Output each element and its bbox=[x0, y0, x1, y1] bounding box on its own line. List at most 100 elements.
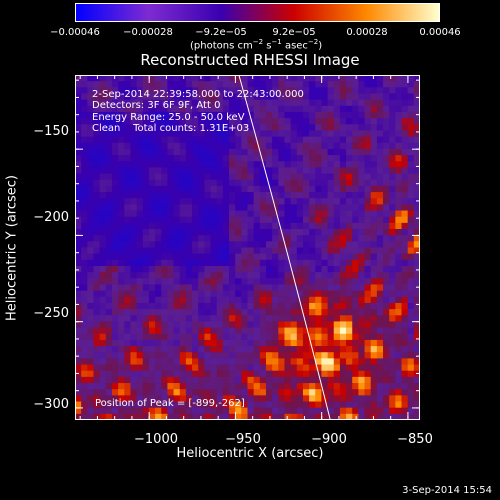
heatmap-cell bbox=[210, 315, 218, 322]
heatmap-cell bbox=[296, 124, 304, 131]
heatmap-cell bbox=[315, 265, 322, 273]
heatmap-cell bbox=[241, 389, 248, 396]
heatmap-cell bbox=[105, 124, 113, 131]
heatmap-cell bbox=[179, 376, 187, 384]
heatmap-cell bbox=[173, 383, 181, 390]
heatmap-cell bbox=[413, 383, 420, 390]
heatmap-cell bbox=[364, 99, 372, 107]
heatmap-cell bbox=[265, 401, 273, 409]
heatmap-cell bbox=[327, 241, 335, 248]
heatmap-cell bbox=[346, 413, 353, 420]
heatmap-cell bbox=[346, 265, 353, 273]
heatmap-cell bbox=[75, 210, 82, 218]
heatmap-cell bbox=[198, 87, 205, 94]
heatmap-cell bbox=[272, 358, 279, 365]
heatmap-cell bbox=[124, 222, 131, 230]
heatmap-cell bbox=[358, 383, 365, 390]
heatmap-cell bbox=[229, 346, 236, 353]
heatmap-cell bbox=[253, 173, 261, 181]
heatmap-cell bbox=[235, 358, 242, 365]
heatmap-cell bbox=[192, 296, 199, 304]
heatmap-cell bbox=[321, 370, 328, 378]
heatmap-cell bbox=[376, 413, 384, 420]
heatmap-cell bbox=[290, 247, 298, 255]
heatmap-cell bbox=[352, 401, 359, 409]
heatmap-cell bbox=[339, 222, 347, 230]
heatmap-cell bbox=[407, 290, 415, 298]
heatmap-cell bbox=[148, 87, 156, 94]
heatmap-cell bbox=[173, 142, 181, 150]
heatmap-cell bbox=[346, 81, 353, 88]
heatmap-cell bbox=[284, 259, 292, 267]
heatmap-cell bbox=[407, 352, 415, 359]
heatmap-cell bbox=[315, 376, 322, 384]
heatmap-cell bbox=[302, 204, 310, 211]
heatmap-cell bbox=[383, 99, 390, 107]
heatmap-cell bbox=[296, 161, 304, 168]
heatmap-cell bbox=[395, 364, 402, 372]
heatmap-cell bbox=[364, 315, 372, 322]
heatmap-cell bbox=[278, 315, 285, 322]
heatmap-cell bbox=[241, 229, 248, 236]
heatmap-cell bbox=[352, 272, 359, 279]
heatmap-cell bbox=[130, 376, 138, 384]
heatmap-cell bbox=[278, 75, 285, 82]
heatmap-cell bbox=[370, 376, 378, 384]
heatmap-cell bbox=[327, 333, 335, 341]
heatmap-cell bbox=[296, 105, 304, 113]
heatmap-cell bbox=[161, 75, 168, 82]
heatmap-cell bbox=[265, 327, 273, 335]
heatmap-cell bbox=[272, 81, 279, 88]
heatmap-cell bbox=[155, 118, 162, 125]
heatmap-cell bbox=[204, 339, 211, 347]
heatmap-cell bbox=[87, 99, 94, 107]
heatmap-cell bbox=[136, 173, 144, 181]
heatmap-cell bbox=[198, 216, 205, 224]
heatmap-cell bbox=[185, 99, 193, 107]
heatmap-cell bbox=[352, 247, 359, 255]
heatmap-cell bbox=[81, 210, 88, 218]
heatmap-cell bbox=[395, 265, 402, 273]
heatmap-cell bbox=[148, 241, 156, 248]
heatmap-cell bbox=[241, 327, 248, 335]
heatmap-cell bbox=[352, 241, 359, 248]
heatmap-cell bbox=[210, 339, 218, 347]
heatmap-cell bbox=[93, 111, 101, 119]
heatmap-cell bbox=[99, 339, 107, 347]
heatmap-cell bbox=[358, 235, 365, 242]
heatmap-cell bbox=[339, 148, 347, 156]
heatmap-cell bbox=[315, 339, 322, 347]
heatmap-cell bbox=[241, 87, 248, 94]
heatmap-cell bbox=[185, 247, 193, 255]
heatmap-cell bbox=[253, 309, 261, 316]
heatmap-cell bbox=[198, 167, 205, 174]
heatmap-cell bbox=[376, 136, 384, 144]
heatmap-cell bbox=[222, 346, 230, 353]
heatmap-cell bbox=[358, 302, 365, 310]
heatmap-cell bbox=[309, 118, 316, 125]
heatmap-cell bbox=[136, 413, 144, 420]
heatmap-cell bbox=[142, 302, 150, 310]
heatmap-cell bbox=[370, 161, 378, 168]
heatmap-cell bbox=[198, 278, 205, 285]
heatmap-cell bbox=[389, 118, 396, 125]
heatmap-cell bbox=[302, 413, 310, 420]
heatmap-cell bbox=[401, 192, 409, 199]
heatmap-cell bbox=[124, 278, 131, 285]
heatmap-cell bbox=[167, 247, 174, 255]
heatmap-cell bbox=[401, 142, 409, 150]
heatmap-cell bbox=[167, 105, 174, 113]
heatmap-cell bbox=[179, 216, 187, 224]
heatmap-cell bbox=[241, 130, 248, 138]
heatmap-cell bbox=[309, 265, 316, 273]
heatmap-cell bbox=[315, 93, 322, 101]
heatmap-cell bbox=[302, 198, 310, 205]
heatmap-cell bbox=[376, 155, 384, 162]
heatmap-cell bbox=[124, 259, 131, 267]
heatmap-cell bbox=[259, 216, 267, 224]
heatmap-cell bbox=[407, 395, 415, 402]
heatmap-cell bbox=[253, 210, 261, 218]
heatmap-cell bbox=[198, 321, 205, 328]
heatmap-cell bbox=[75, 155, 82, 162]
heatmap-cell bbox=[259, 407, 267, 415]
